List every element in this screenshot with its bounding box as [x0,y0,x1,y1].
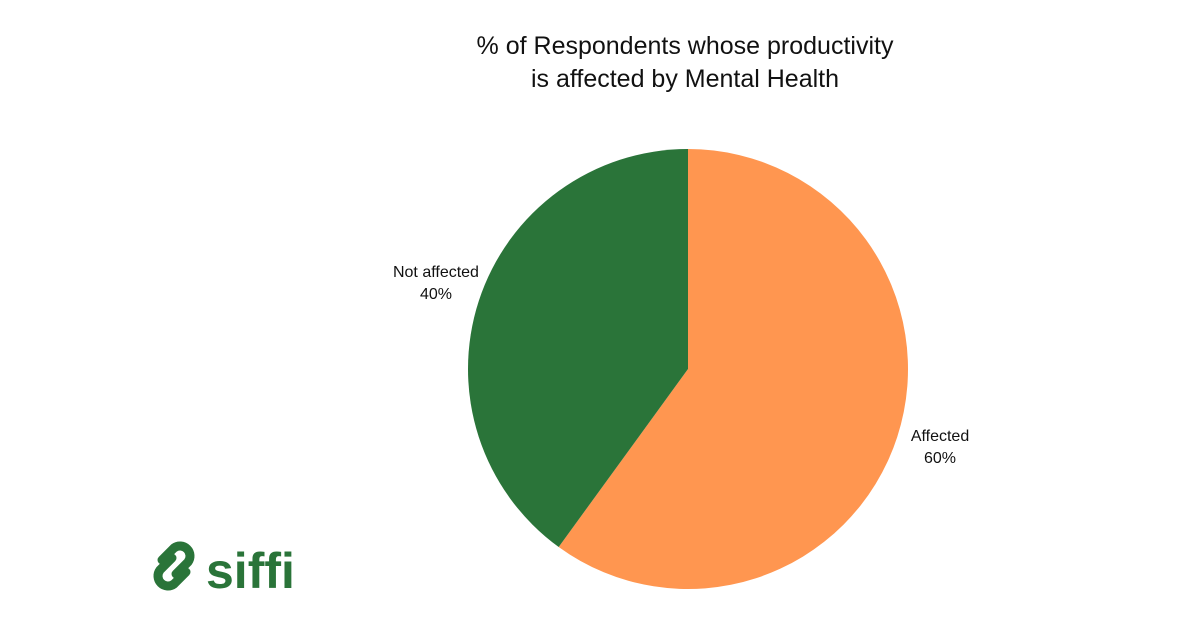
pie-slice [558,149,908,589]
slice-value-label: 60% [924,450,956,467]
chart-title: % of Respondents whose productivity is a… [476,32,894,93]
pie-slice [468,149,688,547]
logo-text: siffi [206,543,295,599]
slice-label: Not affected [393,264,479,281]
slice-label: Affected [911,428,969,445]
logo-icon [153,541,195,591]
slice-value-label: 40% [420,286,452,303]
